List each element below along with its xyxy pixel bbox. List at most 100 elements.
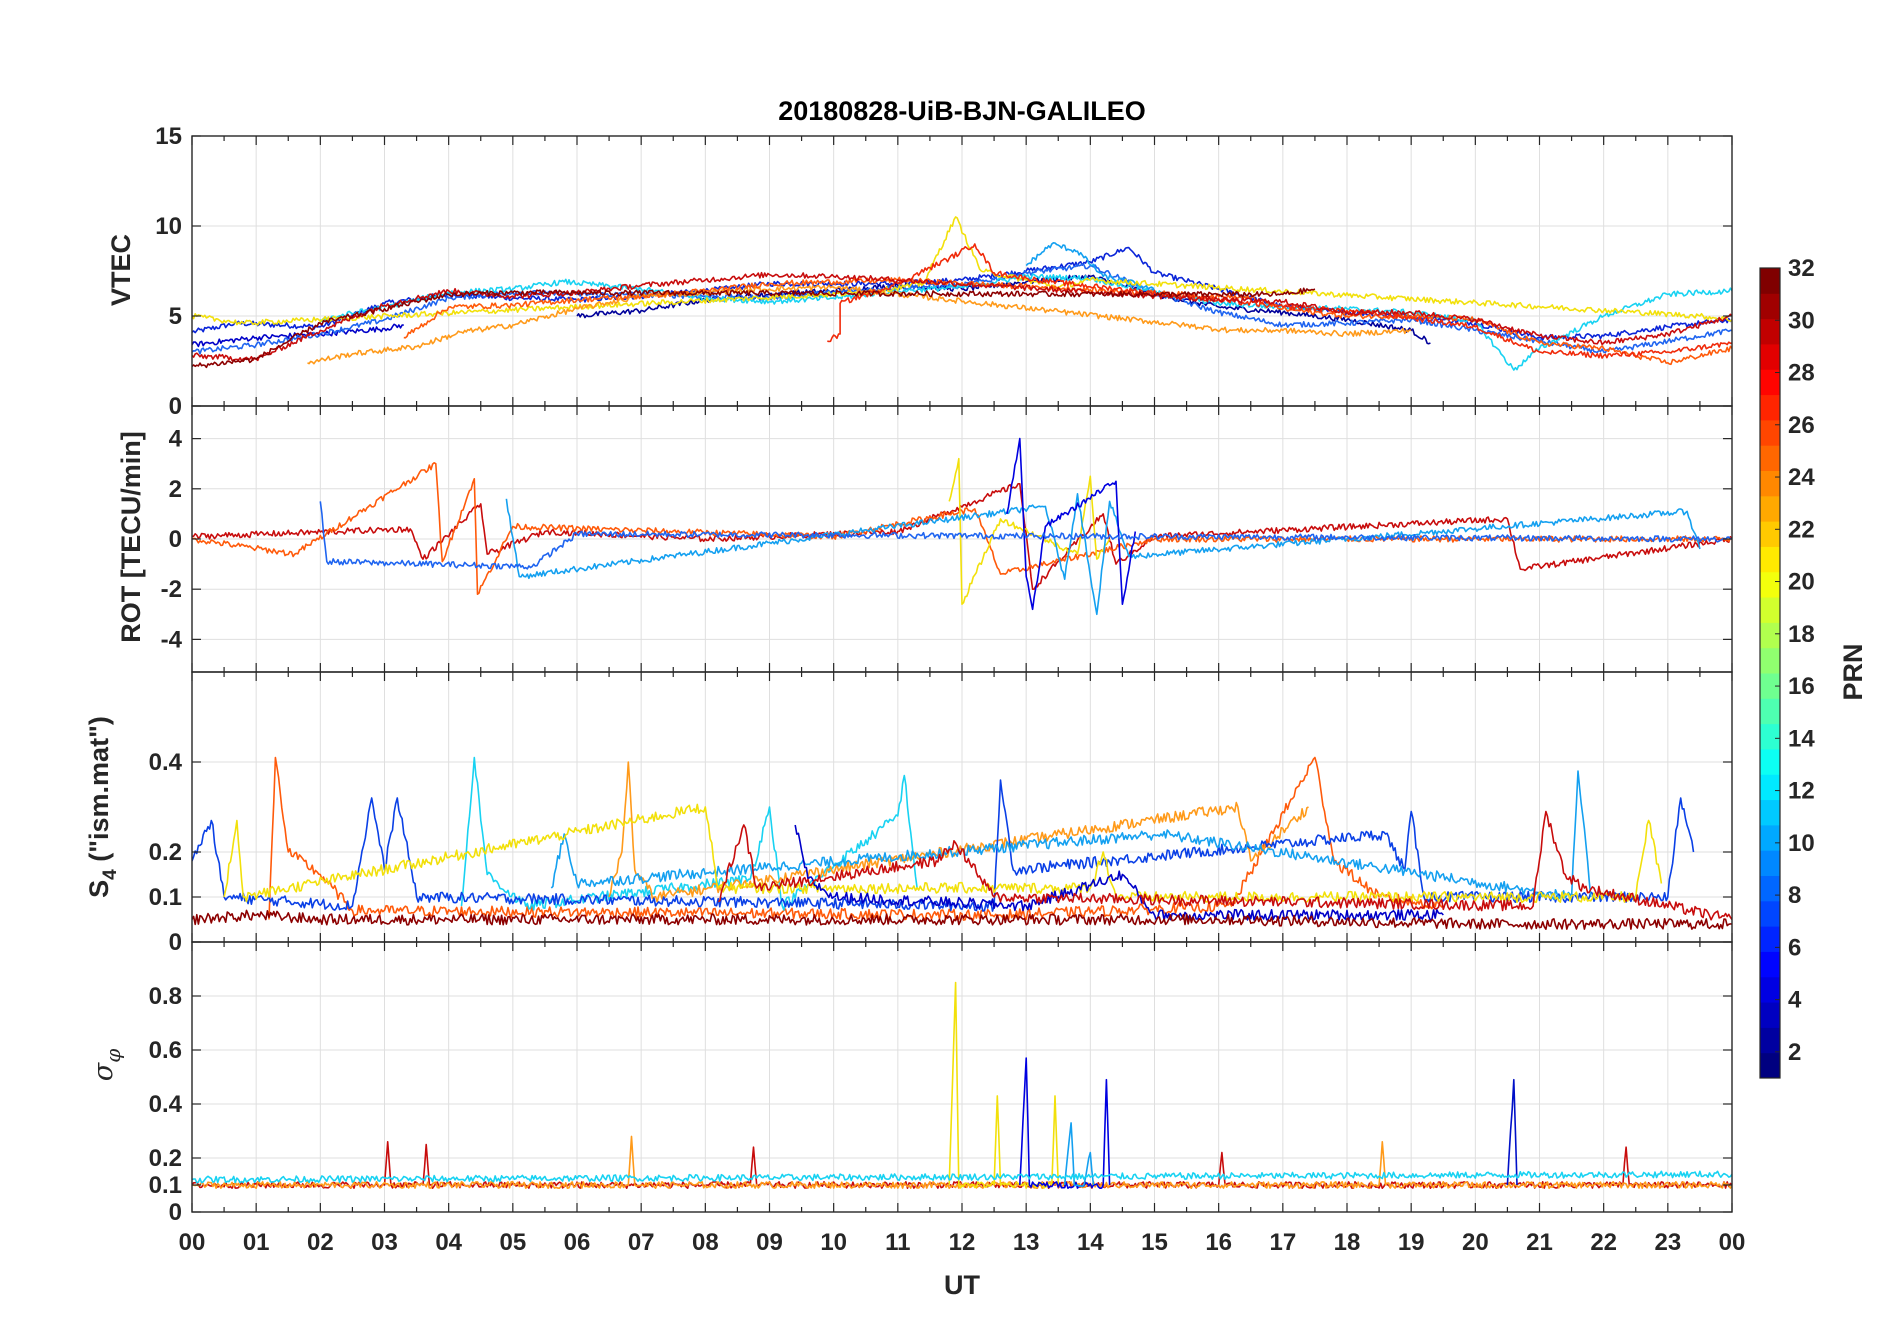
colorbar-tick-label: 10 xyxy=(1788,830,1815,857)
panel-sigma_phi-plot: 00.10.2 0.4 0.6 0.8 xyxy=(149,941,1733,1226)
colorbar-swatch xyxy=(1760,394,1780,421)
colorbar-swatch xyxy=(1760,521,1780,547)
ytick-label: 10 xyxy=(155,213,182,240)
colorbar-swatch xyxy=(1760,571,1780,598)
xtick-label: 01 xyxy=(243,1229,270,1256)
panel-sigma-phi: σφ xyxy=(88,1049,125,1081)
series-prn-12 xyxy=(319,273,1732,371)
panel-s4: S4 ("ism.mat") xyxy=(84,716,121,898)
colorbar-tick-label: 28 xyxy=(1788,360,1815,387)
series-prn-27 xyxy=(827,243,1732,359)
svg-text:σφ: σφ xyxy=(88,1049,125,1081)
colorbar-tick-label: 14 xyxy=(1788,725,1815,752)
series-prn-5 xyxy=(1006,437,1137,611)
xtick-label: 22 xyxy=(1590,1229,1617,1256)
ytick-label: 0 xyxy=(169,929,182,956)
ytick-label: -4 xyxy=(161,626,183,653)
xtick-label: 16 xyxy=(1205,1229,1232,1256)
ytick-label: 0.8 xyxy=(149,983,182,1010)
colorbar-tick-label: 2 xyxy=(1788,1039,1801,1066)
series-prn-8 xyxy=(319,501,1732,570)
xtick-label: 09 xyxy=(756,1229,783,1256)
series-prn-5 xyxy=(1019,1057,1111,1189)
svg-text:S4 ("ism.mat"): S4 ("ism.mat") xyxy=(84,716,121,898)
xtick-label: 15 xyxy=(1141,1229,1168,1256)
colorbar-swatch xyxy=(1760,698,1780,725)
xlabel: UT xyxy=(944,1270,980,1300)
colorbar: PRN xyxy=(1838,643,1868,700)
series-prn-25 xyxy=(403,276,1732,366)
colorbar-swatch xyxy=(1760,976,1780,1003)
series-prn-25 xyxy=(192,462,1732,595)
xtick-label: 11 xyxy=(885,1229,910,1256)
colorbar-tick-label: 4 xyxy=(1788,987,1802,1014)
panel-rot: ROT [TECU/min] xyxy=(116,431,146,642)
chart-title: 20180828-UiB-BJN-GALILEO xyxy=(778,96,1146,126)
series-prn-10 xyxy=(550,770,1592,901)
colorbar-swatch xyxy=(1760,723,1780,750)
colorbar-swatch xyxy=(1760,318,1780,345)
series-prn-31 xyxy=(192,909,1732,930)
xtick-label: 07 xyxy=(628,1229,655,1256)
colorbar-swatch xyxy=(1760,926,1780,952)
xtick-label: 14 xyxy=(1077,1229,1104,1256)
xtick-label: 13 xyxy=(1013,1229,1040,1256)
ytick-label: 0 xyxy=(169,393,182,420)
colorbar-swatch xyxy=(1760,419,1780,446)
series-prn-20 xyxy=(192,216,1732,326)
panel-rot-plot: -4 -2 0 2 4 xyxy=(161,405,1733,673)
series-prn-31 xyxy=(192,287,1316,369)
ytick-label: 0.4 xyxy=(149,1091,183,1118)
ytick-label: 5 xyxy=(169,303,182,330)
xtick-label: 19 xyxy=(1398,1229,1425,1256)
ylabel-s4: S4 ("ism.mat") xyxy=(84,716,121,898)
xtick-label: 05 xyxy=(499,1229,526,1256)
colorbar-swatch xyxy=(1760,445,1780,471)
xtick-label: 17 xyxy=(1269,1229,1296,1256)
xtick-label: 02 xyxy=(307,1229,334,1256)
ytick-label: 0 xyxy=(169,526,182,553)
colorbar-swatch xyxy=(1760,673,1780,699)
colorbar-swatch xyxy=(1760,1027,1780,1054)
xtick-label: 00 xyxy=(1719,1229,1746,1256)
colorbar-tick-label: 12 xyxy=(1788,778,1815,805)
panel-s4-plot: 0 0.1 0.2 0.4 xyxy=(149,671,1733,956)
series-prn-6 xyxy=(192,779,1695,912)
colorbar-tick-label: 18 xyxy=(1788,621,1815,648)
series-prn-23 xyxy=(307,284,1412,365)
colorbar-tick-label: 6 xyxy=(1788,934,1801,961)
colorbar-tick-label: 20 xyxy=(1788,569,1815,596)
colorbar-swatch xyxy=(1760,1002,1780,1028)
colorbar-swatch xyxy=(1760,774,1780,801)
colorbar-swatch xyxy=(1760,799,1780,826)
colorbar-swatch xyxy=(1760,850,1780,876)
colorbar-swatch xyxy=(1760,293,1780,320)
xtick-label: 04 xyxy=(435,1229,462,1256)
series-prn-12 xyxy=(192,1170,1732,1184)
ylabel-vtec: VTEC xyxy=(106,234,136,306)
series-group xyxy=(192,216,1732,371)
colorbar-swatch xyxy=(1760,495,1780,522)
ytick-label: 0.4 xyxy=(149,749,183,776)
series-group xyxy=(192,981,1732,1189)
colorbar-tick-label: 22 xyxy=(1788,516,1815,543)
xtick-label: 12 xyxy=(949,1229,976,1256)
colorbar-swatch xyxy=(1760,900,1780,927)
colorbar-swatch xyxy=(1760,875,1780,902)
series-group xyxy=(192,756,1732,930)
ytick-label: 0 xyxy=(169,1199,182,1226)
xtick-label: 21 xyxy=(1526,1229,1553,1256)
ytick-label: 0.2 xyxy=(149,839,182,866)
ytick-label: 4 xyxy=(169,426,183,453)
xtick-label: 18 xyxy=(1334,1229,1361,1256)
series-prn-29 xyxy=(717,810,1732,921)
series-prn-29 xyxy=(192,483,1732,590)
colorbar-swatch xyxy=(1760,470,1780,497)
series-prn-3 xyxy=(794,824,1444,922)
xtick-label: 08 xyxy=(692,1229,719,1256)
colorbar-swatch xyxy=(1760,748,1780,775)
ytick-label: -2 xyxy=(161,576,182,603)
colorbar-label: PRN xyxy=(1838,643,1868,700)
